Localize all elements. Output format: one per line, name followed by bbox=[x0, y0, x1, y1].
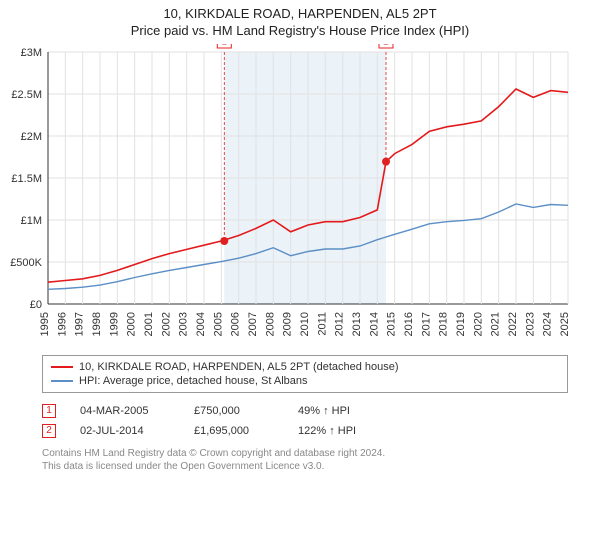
sale-marker-number: 1 bbox=[221, 44, 227, 48]
xtick-label: 2012 bbox=[334, 312, 346, 336]
xtick-label: 2013 bbox=[351, 312, 363, 336]
ytick-label: £2M bbox=[21, 131, 42, 143]
chart-area: £0 £500K £1M £1.5M £2M £2.5M £3M 1995 1996 1997 19… bbox=[0, 44, 600, 349]
xtick-label: 2019 bbox=[455, 312, 467, 336]
xtick-label: 1995 bbox=[39, 312, 51, 336]
legend-swatch bbox=[51, 380, 73, 382]
transaction-row: 2 02-JUL-2014 £1,695,000 122% ↑ HPI bbox=[42, 421, 568, 441]
ytick-label: £500K bbox=[10, 257, 42, 269]
xtick-label: 2004 bbox=[195, 312, 207, 336]
xtick-label: 2014 bbox=[368, 312, 380, 336]
transaction-marker: 1 bbox=[42, 404, 56, 418]
xtick-label: 1997 bbox=[74, 312, 86, 336]
xtick-label: 2023 bbox=[524, 312, 536, 336]
ytick-label: £0 bbox=[30, 299, 42, 311]
footnote-line1: Contains HM Land Registry data © Crown c… bbox=[42, 447, 568, 460]
xtick-label: 1999 bbox=[108, 312, 120, 336]
transaction-vs-hpi: 122% ↑ HPI bbox=[298, 425, 398, 437]
xtick-label: 2003 bbox=[178, 312, 190, 336]
xtick-label: 2000 bbox=[126, 312, 138, 336]
xtick-label: 2022 bbox=[507, 312, 519, 336]
ytick-label: £1M bbox=[21, 215, 42, 227]
xtick-label: 2001 bbox=[143, 312, 155, 336]
legend: 10, KIRKDALE ROAD, HARPENDEN, AL5 2PT (d… bbox=[42, 355, 568, 393]
chart-svg: £0 £500K £1M £1.5M £2M £2.5M £3M 1995 1996 1997 19… bbox=[0, 44, 600, 344]
xtick-label: 2016 bbox=[403, 312, 415, 336]
xtick-label: 2011 bbox=[316, 312, 328, 336]
legend-row: 10, KIRKDALE ROAD, HARPENDEN, AL5 2PT (d… bbox=[51, 360, 559, 374]
title-block: 10, KIRKDALE ROAD, HARPENDEN, AL5 2PT Pr… bbox=[0, 0, 600, 38]
transaction-marker: 2 bbox=[42, 424, 56, 438]
transaction-price: £1,695,000 bbox=[194, 425, 274, 437]
xtick-label: 2024 bbox=[542, 312, 554, 336]
xtick-label: 2010 bbox=[299, 312, 311, 336]
title-address: 10, KIRKDALE ROAD, HARPENDEN, AL5 2PT bbox=[0, 6, 600, 21]
transactions-table: 1 04-MAR-2005 £750,000 49% ↑ HPI 2 02-JUL-201… bbox=[42, 401, 568, 441]
xtick-label: 2006 bbox=[230, 312, 242, 336]
footnote-line2: This data is licensed under the Open Gov… bbox=[42, 460, 568, 473]
legend-swatch bbox=[51, 366, 73, 368]
footnote: Contains HM Land Registry data © Crown c… bbox=[42, 447, 568, 473]
xtick-label: 2018 bbox=[438, 312, 450, 336]
ytick-label: £3M bbox=[21, 47, 42, 59]
transaction-price: £750,000 bbox=[194, 405, 274, 417]
title-subtitle: Price paid vs. HM Land Registry's House … bbox=[0, 23, 600, 38]
legend-label: HPI: Average price, detached house, St A… bbox=[79, 375, 308, 387]
sale-dot bbox=[382, 158, 390, 166]
xtick-label: 2020 bbox=[472, 312, 484, 336]
sale-marker-number: 2 bbox=[383, 44, 389, 48]
legend-label: 10, KIRKDALE ROAD, HARPENDEN, AL5 2PT (d… bbox=[79, 361, 399, 373]
xtick-label: 2025 bbox=[559, 312, 571, 336]
chart-container: 10, KIRKDALE ROAD, HARPENDEN, AL5 2PT Pr… bbox=[0, 0, 600, 560]
xtick-label: 1998 bbox=[91, 312, 103, 336]
sale-dot bbox=[220, 237, 228, 245]
transaction-row: 1 04-MAR-2005 £750,000 49% ↑ HPI bbox=[42, 401, 568, 421]
xtick-label: 2005 bbox=[212, 312, 224, 336]
xtick-label: 2008 bbox=[264, 312, 276, 336]
transaction-date: 02-JUL-2014 bbox=[80, 425, 170, 437]
xtick-label: 2007 bbox=[247, 312, 259, 336]
xtick-label: 2002 bbox=[160, 312, 172, 336]
legend-row: HPI: Average price, detached house, St A… bbox=[51, 374, 559, 388]
transaction-date: 04-MAR-2005 bbox=[80, 405, 170, 417]
ytick-label: £1.5M bbox=[11, 173, 42, 185]
xtick-label: 2017 bbox=[420, 312, 432, 336]
xtick-label: 2009 bbox=[282, 312, 294, 336]
xtick-label: 1996 bbox=[56, 312, 68, 336]
xtick-label: 2015 bbox=[386, 312, 398, 336]
xtick-label: 2021 bbox=[490, 312, 502, 336]
ytick-label: £2.5M bbox=[11, 89, 42, 101]
transaction-vs-hpi: 49% ↑ HPI bbox=[298, 405, 398, 417]
